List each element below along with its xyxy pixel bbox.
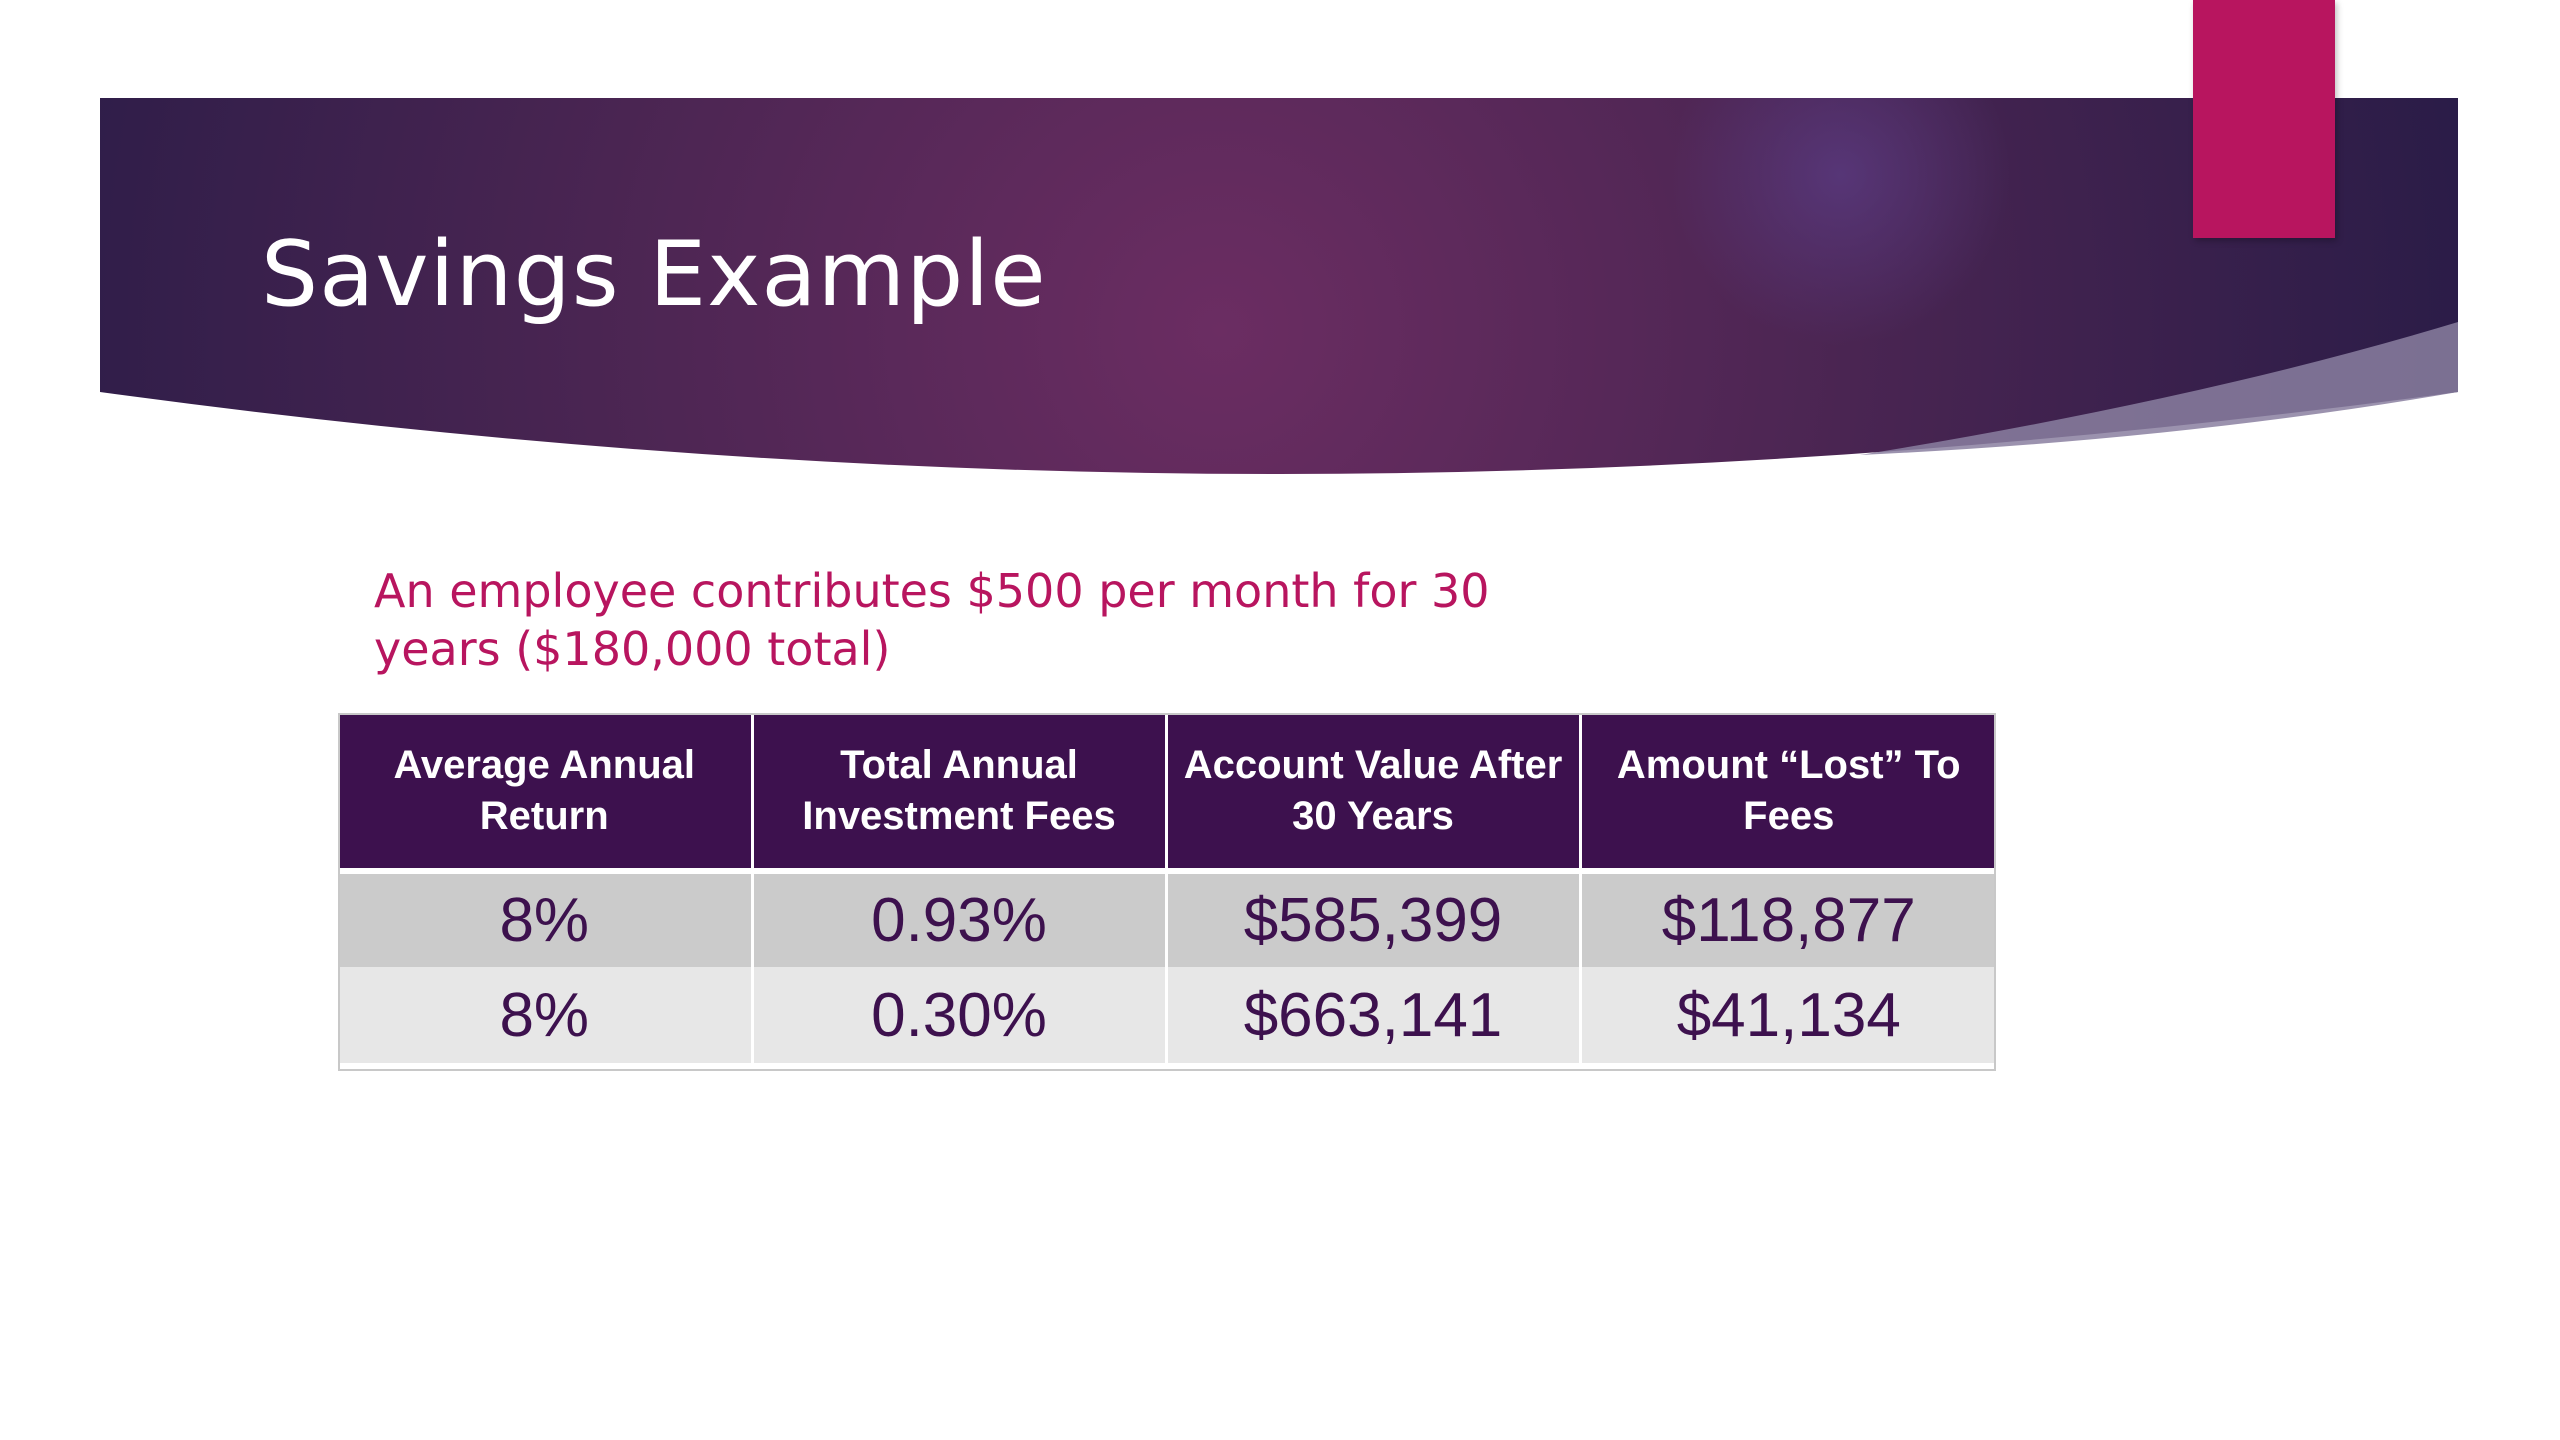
cell-account-value: $585,399 — [1166, 871, 1582, 967]
accent-tab — [2193, 0, 2335, 238]
header-amount-lost: Amount “Lost” To Fees — [1580, 713, 1996, 871]
cell-account-value: $663,141 — [1166, 967, 1582, 1063]
savings-table: Average Annual Return Total Annual Inves… — [338, 713, 1996, 1063]
header-average-annual-return: Average Annual Return — [338, 713, 754, 871]
header-total-annual-investment-fees: Total Annual Investment Fees — [752, 713, 1168, 871]
cell-average-return: 8% — [338, 871, 754, 967]
cell-investment-fees: 0.30% — [752, 967, 1168, 1063]
table-row: 8% 0.30% $663,141 $41,134 — [338, 967, 1996, 1063]
table-header-row: Average Annual Return Total Annual Inves… — [338, 713, 1996, 871]
banner-graphic — [100, 98, 2458, 474]
table-row: 8% 0.93% $585,399 $118,877 — [338, 871, 1996, 967]
slide-subtitle: An employee contributes $500 per month f… — [374, 564, 1490, 676]
title-banner — [0, 0, 2560, 500]
cell-investment-fees: 0.93% — [752, 871, 1168, 967]
cell-amount-lost: $118,877 — [1580, 871, 1996, 967]
header-account-value: Account Value After 30 Years — [1166, 713, 1582, 871]
slide-title: Savings Example — [261, 222, 1047, 327]
cell-amount-lost: $41,134 — [1580, 967, 1996, 1063]
cell-average-return: 8% — [338, 967, 754, 1063]
